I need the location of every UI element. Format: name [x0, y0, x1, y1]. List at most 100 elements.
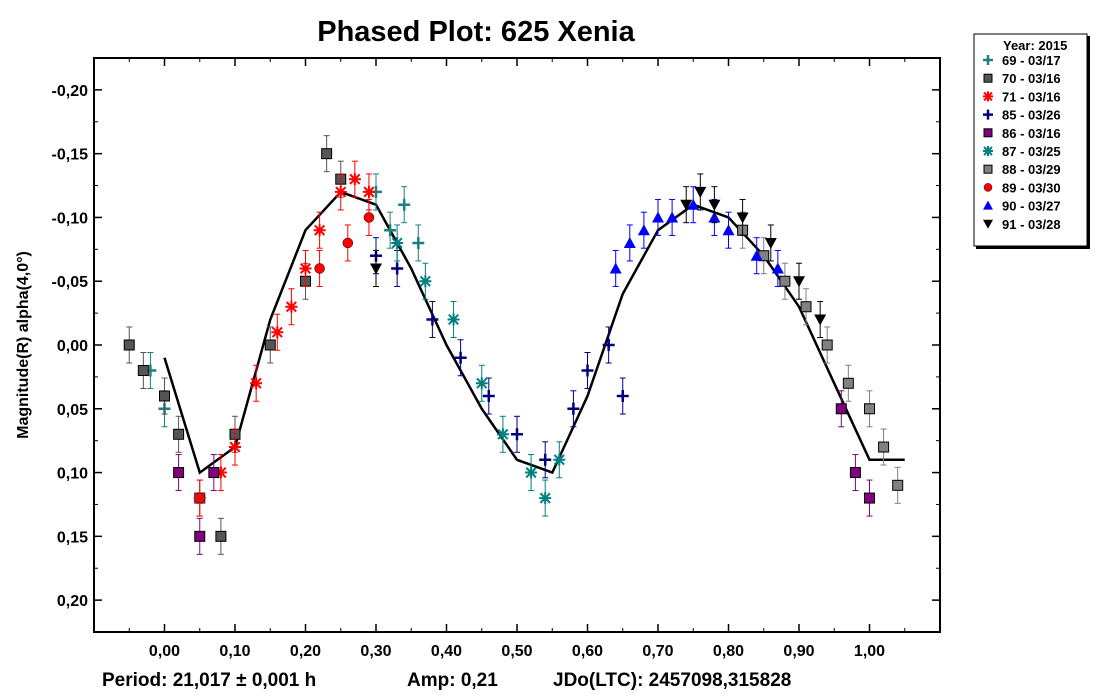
plot-area: [93, 57, 941, 633]
data-point: [864, 492, 875, 504]
data-point: [525, 466, 538, 479]
data-point: [391, 262, 404, 275]
data-point: [173, 428, 185, 440]
series-91-03-28: [370, 173, 827, 338]
data-point: [623, 236, 636, 248]
footer-jdo: JDo(LTC): 2457098,315828: [553, 670, 791, 691]
x-tick-label: 0,60: [572, 643, 603, 660]
y-tick-label: -0,05: [52, 274, 89, 291]
data-point: [398, 198, 411, 211]
y-tick-label: 0,00: [57, 338, 88, 355]
data-point: [764, 237, 777, 249]
y-tick-label: 0,15: [57, 529, 88, 546]
data-point: [779, 275, 791, 287]
legend-box: [973, 33, 1088, 247]
data-point: [314, 263, 325, 274]
data-point: [652, 211, 664, 223]
data-point: [321, 148, 333, 160]
x-tick-label: 0,50: [501, 643, 532, 660]
x-tick-label: 0,10: [219, 643, 250, 660]
y-axis-label: Magnitude(R) alpha(4,0°): [15, 251, 32, 439]
data-point: [159, 390, 170, 402]
data-point: [496, 428, 509, 441]
data-point: [391, 236, 404, 249]
data-point: [362, 185, 375, 198]
series-86-03-16: [173, 390, 875, 555]
footer-amp: Amp: 0,21: [407, 670, 498, 691]
legend-entry-label: 70 - 03/16: [1002, 71, 1061, 86]
data-point: [736, 212, 749, 224]
data-point: [793, 276, 805, 288]
data-point: [137, 365, 149, 377]
legend-entry-label: 89 - 03/30: [1002, 180, 1061, 195]
legend-marker: [983, 219, 993, 229]
data-point: [511, 428, 523, 441]
legend-marker: [983, 164, 993, 174]
data-point: [581, 364, 594, 377]
data-point: [722, 224, 735, 236]
x-axis-ticks: 0,00 0,10 0,20 0,30 0,40 0,50 0,60 0,70 0,80 0,90…: [128, 58, 906, 660]
data-point: [193, 492, 206, 505]
x-tick-label: 0,00: [149, 643, 180, 660]
data-point: [771, 262, 784, 274]
data-point: [842, 377, 854, 389]
data-point: [250, 377, 263, 390]
x-tick-label: 0,30: [360, 643, 391, 660]
data-point: [363, 212, 375, 223]
data-point: [821, 339, 833, 351]
data-point: [539, 492, 552, 505]
x-tick-label: 0,20: [290, 643, 321, 660]
data-point: [553, 453, 566, 466]
data-point: [539, 453, 552, 466]
data-point: [454, 351, 467, 364]
y-tick-label: 0,05: [57, 402, 88, 419]
x-tick-label: 0,70: [642, 643, 673, 660]
data-point: [864, 403, 875, 415]
legend-marker: [983, 109, 993, 120]
data-point: [123, 339, 135, 351]
legend-marker: [983, 73, 993, 83]
data-point: [208, 467, 220, 479]
data-point: [814, 314, 827, 326]
data-point: [680, 199, 693, 211]
data-point: [482, 390, 495, 403]
data-point: [616, 390, 629, 403]
series-87-03-25: [391, 224, 566, 517]
data-point: [229, 441, 241, 454]
y-axis-ticks: -0,20 -0,15 -0,10 -0,05 0,00 0,05 0,10 0,15 0,20: [52, 57, 940, 633]
legend-marker: [983, 91, 993, 102]
data-point: [878, 441, 890, 453]
data-point: [835, 403, 847, 415]
data-point: [194, 530, 206, 542]
legend-marker: [983, 200, 993, 210]
x-tick-label: 0,80: [713, 643, 744, 660]
data-point: [384, 224, 397, 237]
data-points-layer: [123, 135, 904, 555]
data-point: [370, 263, 382, 275]
data-point: [800, 301, 812, 313]
legend-items: 69 - 03/17 70 - 03/16 71 - 03/16 85 - 03/26…: [983, 53, 1061, 232]
legend-shadow-bottom: [976, 246, 1090, 249]
data-point: [687, 198, 700, 210]
y-tick-label: 0,20: [57, 593, 88, 610]
legend: Year: 2015 69 - 03/17 70 - 03/16 71 - 03/1…: [973, 33, 1090, 249]
data-point: [214, 466, 227, 479]
legend-marker: [983, 146, 993, 156]
x-tick-label: 0,40: [431, 643, 462, 660]
series-71-03-16: [193, 160, 375, 517]
data-point: [475, 377, 488, 390]
data-point: [334, 185, 347, 198]
legend-entry-label: 91 - 03/28: [1002, 217, 1061, 232]
legend-entry-label: 90 - 03/27: [1002, 199, 1061, 214]
data-point: [447, 313, 460, 326]
data-point: [694, 186, 707, 198]
data-point: [419, 275, 432, 288]
series-89-03-30: [314, 198, 375, 287]
y-tick-label: 0,10: [57, 466, 88, 483]
legend-marker: [983, 55, 993, 65]
data-point: [173, 467, 185, 479]
data-point: [271, 326, 284, 339]
legend-title: Year: 2015: [1003, 38, 1067, 53]
y-tick-label: -0,10: [52, 210, 89, 227]
